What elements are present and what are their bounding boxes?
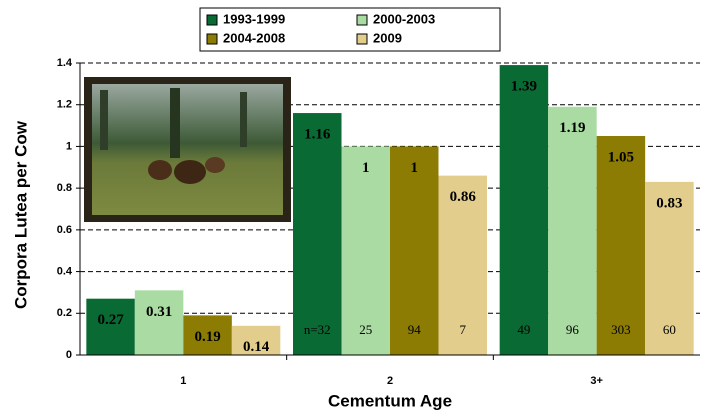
value-label: 1.39: [511, 79, 537, 95]
value-label: 1: [362, 160, 370, 176]
legend-label: 2004-2008: [223, 30, 285, 45]
sample-size: 94: [408, 322, 422, 337]
legend-swatch: [207, 15, 217, 25]
bar: [293, 113, 342, 355]
bar: [135, 290, 184, 355]
x-axis-title: Cementum Age: [328, 391, 452, 410]
value-label: 1.19: [559, 120, 585, 136]
sample-size: n=32: [304, 322, 331, 337]
y-tick-label: 0.8: [57, 182, 72, 194]
value-label: 1: [411, 160, 419, 176]
sample-size: 60: [663, 322, 676, 337]
y-tick-label: 0.4: [57, 265, 73, 277]
value-label: 1.16: [304, 126, 331, 142]
value-label: 1.05: [608, 149, 634, 165]
legend-label: 2000-2003: [373, 11, 435, 26]
y-tick-label: 1.2: [57, 99, 72, 111]
value-label: 0.27: [97, 312, 124, 328]
sample-size: 7: [460, 322, 467, 337]
value-label: 0.31: [146, 304, 172, 320]
sample-size: 49: [517, 322, 530, 337]
legend-swatch: [357, 15, 367, 25]
y-tick-label: 0.6: [57, 224, 72, 236]
x-tick-label: 2: [387, 375, 393, 387]
value-label: 0.14: [243, 339, 270, 355]
bar: [500, 65, 548, 355]
value-label: 0.86: [450, 189, 477, 205]
bar: [548, 107, 597, 355]
y-tick-label: 0: [66, 349, 72, 361]
legend-label: 1993-1999: [223, 11, 285, 26]
x-tick-label: 3+: [590, 375, 603, 387]
sample-size: 96: [566, 322, 580, 337]
photo: [84, 77, 291, 222]
sample-size: 25: [359, 322, 372, 337]
y-tick-label: 1.4: [57, 57, 73, 69]
legend-swatch: [357, 34, 367, 44]
legend-label: 2009: [373, 30, 402, 45]
x-tick-label: 1: [180, 375, 186, 387]
y-tick-label: 0.2: [57, 307, 72, 319]
y-tick-label: 1: [66, 140, 72, 152]
y-axis-title: Corpora Lutea per Cow: [11, 120, 30, 309]
legend-swatch: [207, 34, 217, 44]
sample-size: 303: [611, 322, 631, 337]
value-label: 0.83: [656, 195, 682, 211]
value-label: 0.19: [194, 329, 220, 345]
chart: Corpora Lutea per Cow Cementum Age 0 0.2 0…: [0, 0, 701, 413]
